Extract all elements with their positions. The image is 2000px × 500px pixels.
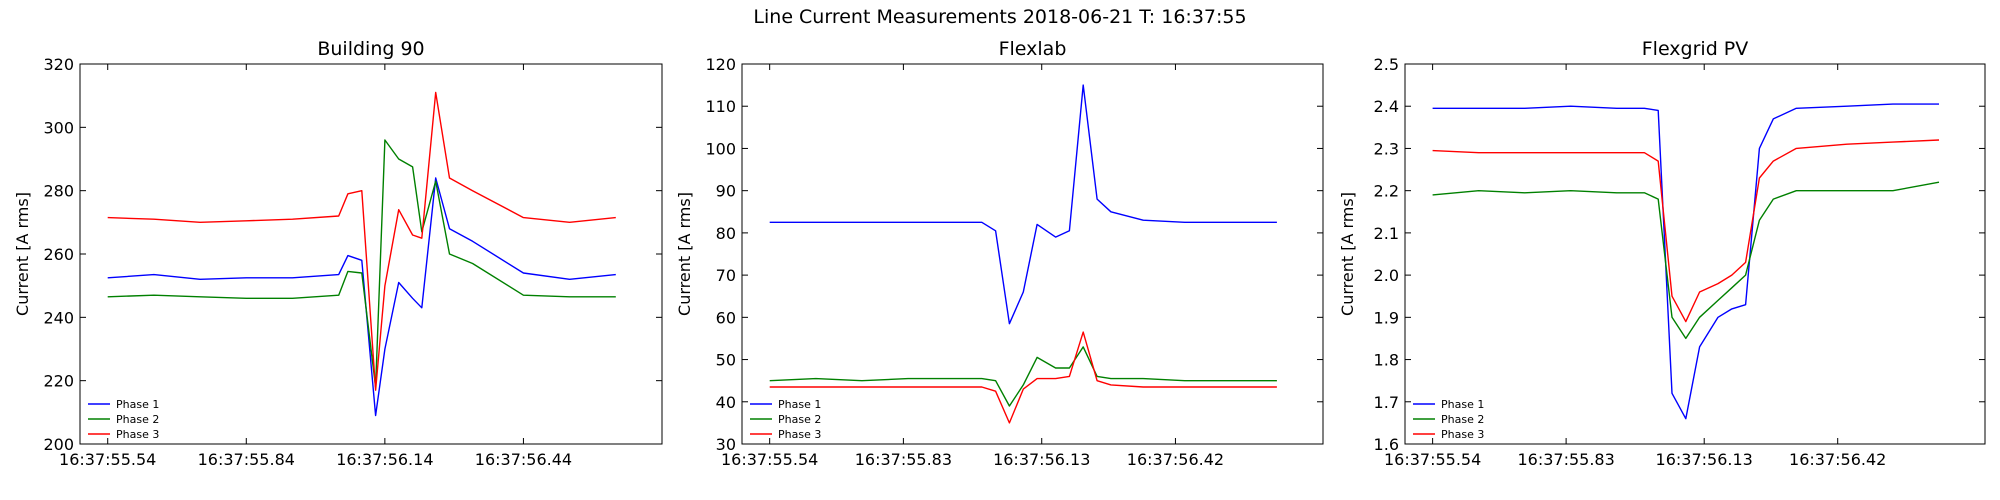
y-tick-label: 30 — [716, 435, 736, 454]
y-tick-label: 60 — [716, 308, 736, 327]
y-tick-label: 280 — [43, 182, 74, 201]
chart-building-90: Building 90 Current [A rms] 200 220 240 260 28… — [13, 38, 663, 469]
y-tick-label: 2.2 — [1374, 182, 1399, 201]
chart-flexgrid-pv: Flexgrid PV Current [A rms] 1.6 1.7 1.8 1.9 2.… — [1338, 38, 1986, 469]
y-tick-label: 1.8 — [1374, 351, 1399, 370]
y-axis-label: Current [A rms] — [675, 192, 694, 316]
plot-frame — [741, 63, 1324, 445]
legend-label: Phase 3 — [116, 428, 159, 441]
y-tick-label: 2.4 — [1374, 97, 1399, 116]
legend-label: Phase 3 — [1441, 428, 1484, 441]
x-tick-label: 16:37:55.54 — [1384, 450, 1481, 469]
series-line-phase-3 — [1432, 139, 1940, 323]
x-tick-label: 16:37:55.54 — [721, 450, 818, 469]
y-tick-label: 1.9 — [1374, 308, 1399, 327]
x-tick-label: 16:37:56.13 — [993, 450, 1090, 469]
chart-flexlab: Flexlab Current [A rms] 30 40 50 60 70 80 90 100 1… — [675, 38, 1324, 469]
figure-title: Line Current Measurements 2018-06-21 T: … — [753, 6, 1247, 28]
y-tick-label: 260 — [43, 245, 74, 264]
y-tick-label: 1.6 — [1374, 435, 1399, 454]
y-tick-label: 40 — [716, 393, 736, 412]
x-tick-label: 16:37:56.13 — [1656, 450, 1753, 469]
y-axis-label: Current [A rms] — [1338, 192, 1357, 316]
y-tick-label: 320 — [43, 55, 74, 74]
legend-label: Phase 1 — [116, 398, 159, 411]
chart-title: Building 90 — [317, 38, 424, 60]
legend-label: Phase 2 — [778, 413, 821, 426]
plot-frame — [79, 63, 663, 445]
series-line-phase-3 — [769, 331, 1277, 424]
y-tick-label: 100 — [705, 139, 736, 158]
y-tick-label: 300 — [43, 118, 74, 137]
y-tick-label: 2.3 — [1374, 139, 1399, 158]
y-tick-label: 120 — [705, 55, 736, 74]
series-line-phase-3 — [107, 91, 616, 391]
x-tick-label: 16:37:56.42 — [1789, 450, 1886, 469]
y-tick-label: 80 — [716, 224, 736, 243]
y-axis-label: Current [A rms] — [13, 192, 32, 316]
y-tick-label: 50 — [716, 351, 736, 370]
x-tick-label: 16:37:55.54 — [59, 450, 156, 469]
y-tick-label: 90 — [716, 182, 736, 201]
series-line-phase-1 — [769, 84, 1277, 325]
y-tick-label: 2.1 — [1374, 224, 1399, 243]
x-tick-label: 16:37:55.83 — [855, 450, 952, 469]
chart-title: Flexlab — [999, 38, 1067, 60]
series-line-phase-2 — [1432, 181, 1940, 340]
y-tick-label: 110 — [705, 97, 736, 116]
x-tick-label: 16:37:55.84 — [198, 450, 295, 469]
series-line-phase-1 — [1432, 103, 1939, 420]
series-line-phase-2 — [769, 346, 1277, 407]
y-tick-label: 70 — [716, 266, 736, 285]
x-tick-label: 16:37:56.42 — [1127, 450, 1224, 469]
y-tick-label: 240 — [43, 308, 74, 327]
y-tick-label: 200 — [43, 435, 74, 454]
y-tick-label: 2.0 — [1374, 266, 1399, 285]
y-tick-label: 1.7 — [1374, 393, 1399, 412]
series-line-phase-2 — [107, 139, 616, 388]
y-tick-label: 2.5 — [1374, 55, 1399, 74]
y-tick-label: 220 — [43, 372, 74, 391]
legend-label: Phase 2 — [116, 413, 159, 426]
chart-title: Flexgrid PV — [1642, 38, 1749, 60]
x-tick-label: 16:37:55.83 — [1517, 450, 1614, 469]
x-tick-label: 16:37:56.14 — [336, 450, 433, 469]
legend-label: Phase 1 — [1441, 398, 1484, 411]
legend-label: Phase 3 — [778, 428, 821, 441]
plot-frame — [1404, 63, 1986, 445]
x-tick-label: 16:37:56.44 — [475, 450, 572, 469]
series-line-phase-1 — [107, 177, 616, 417]
legend-label: Phase 2 — [1441, 413, 1484, 426]
legend-label: Phase 1 — [778, 398, 821, 411]
